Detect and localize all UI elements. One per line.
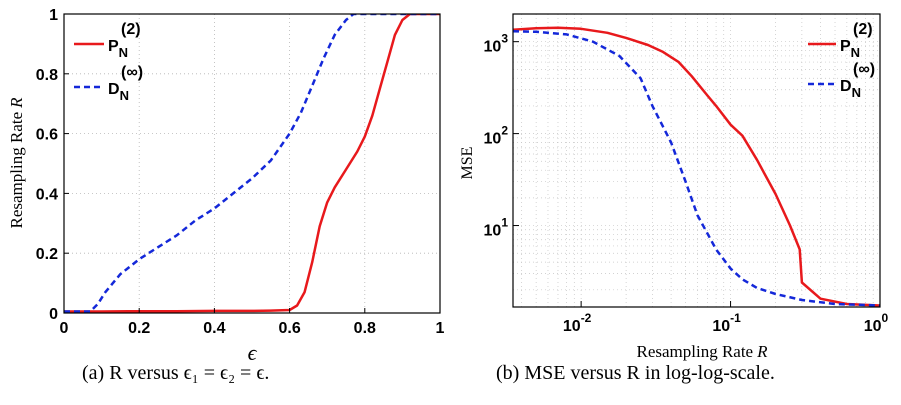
y-tick-label: 0.6	[36, 127, 58, 144]
y-axis-label-a-text: Resampling Rate	[7, 112, 26, 229]
x-tick-label: 100	[864, 311, 889, 335]
series-group-a	[64, 14, 440, 313]
x-tick-label: 0.2	[128, 320, 150, 337]
x-axis-label-a: ϵ	[248, 340, 258, 365]
x-tick-label: 0.8	[354, 320, 376, 337]
legend-b-p-sub: N	[851, 45, 860, 60]
y-tick-label: 103	[484, 32, 509, 56]
x-tick-exp: -2	[581, 311, 592, 325]
y-tick-label: 1	[49, 7, 58, 24]
grid-a	[64, 14, 440, 313]
plot-frame-b	[512, 13, 881, 308]
legend-a-p-sub: N	[119, 45, 128, 60]
legend-b-d-sub: N	[852, 85, 861, 100]
x-axis-label-b: Resampling Rate R	[636, 342, 768, 361]
series-group-b	[513, 26, 880, 307]
y-tick-label: 102	[484, 124, 509, 148]
legend-a-p-sup: (2)	[121, 21, 141, 38]
x-axis-label-b-text: Resampling Rate	[636, 342, 753, 361]
legend-a-d-letter: D	[108, 81, 120, 98]
legend-a-d-label: DN	[108, 81, 129, 103]
legend-b-p-sup: (2)	[853, 21, 873, 38]
y-tick-label: 0.4	[36, 186, 58, 203]
y-tick-exp: 1	[501, 216, 508, 230]
ticks-a: 00 0.2 0.2 0.4 0.4 0.6 0.6 0.8 0.8 1 1	[36, 7, 445, 337]
y-tick-base: 10	[484, 39, 502, 56]
y-tick-base: 10	[484, 131, 502, 148]
y-tick-exp: 3	[501, 32, 508, 46]
series-line-a-p	[64, 14, 440, 313]
series-line-b-p	[513, 26, 880, 307]
x-tick-base: 10	[563, 318, 581, 335]
y-axis-label-a-var: R	[7, 97, 26, 109]
legend-a-d-sub: N	[120, 88, 129, 103]
y-tick-label: 0.2	[36, 246, 58, 263]
x-tick-label: 10-2	[563, 311, 592, 335]
y-tick-label: 101	[484, 216, 509, 240]
grid-b	[513, 14, 880, 307]
legend-a-d-sup: (∞)	[121, 64, 143, 81]
x-tick-label: 10-1	[712, 311, 741, 335]
x-tick-label: 1	[436, 320, 445, 337]
legend-a: PN (2) DN (∞)	[74, 21, 143, 103]
y-tick-label: 0	[49, 306, 58, 323]
y-tick-exp: 2	[501, 124, 508, 138]
y-tick-label: 0.8	[36, 67, 58, 84]
x-tick-exp: 0	[882, 311, 889, 325]
x-tick-base: 10	[712, 318, 730, 335]
legend-b-d-label: DN	[840, 78, 861, 100]
x-tick-label: 0.4	[203, 320, 225, 337]
caption-a: (a) R versus ϵ₁ = ϵ₂ = ϵ.	[82, 362, 270, 384]
legend-b-d-sup: (∞)	[853, 61, 875, 78]
y-tick-base: 10	[484, 223, 502, 240]
legend-b: PN (2) DN (∞)	[808, 21, 875, 100]
legend-b-p-label: PN	[840, 38, 860, 60]
plot-frame-a	[63, 13, 441, 314]
legend-a-p-letter: P	[108, 38, 119, 55]
caption-b: (b) MSE versus R in log-log-scale.	[496, 362, 775, 384]
legend-b-d-letter: D	[840, 78, 852, 95]
x-tick-base: 10	[864, 318, 882, 335]
legend-a-p-label: PN	[108, 38, 128, 60]
x-axis-label-b-var: R	[756, 342, 768, 361]
y-axis-label-b: MSE	[459, 147, 476, 180]
x-tick-exp: -1	[730, 311, 741, 325]
x-tick-label: 0	[60, 320, 69, 337]
chart-a: 00 0.2 0.2 0.4 0.4 0.6 0.6 0.8 0.8 1 1 ϵ Resamplin…	[7, 7, 445, 365]
y-axis-label-a: Resampling Rate R	[7, 97, 26, 229]
legend-b-p-letter: P	[840, 38, 851, 55]
x-tick-label: 0.6	[278, 320, 300, 337]
series-line-b-d	[513, 29, 880, 307]
